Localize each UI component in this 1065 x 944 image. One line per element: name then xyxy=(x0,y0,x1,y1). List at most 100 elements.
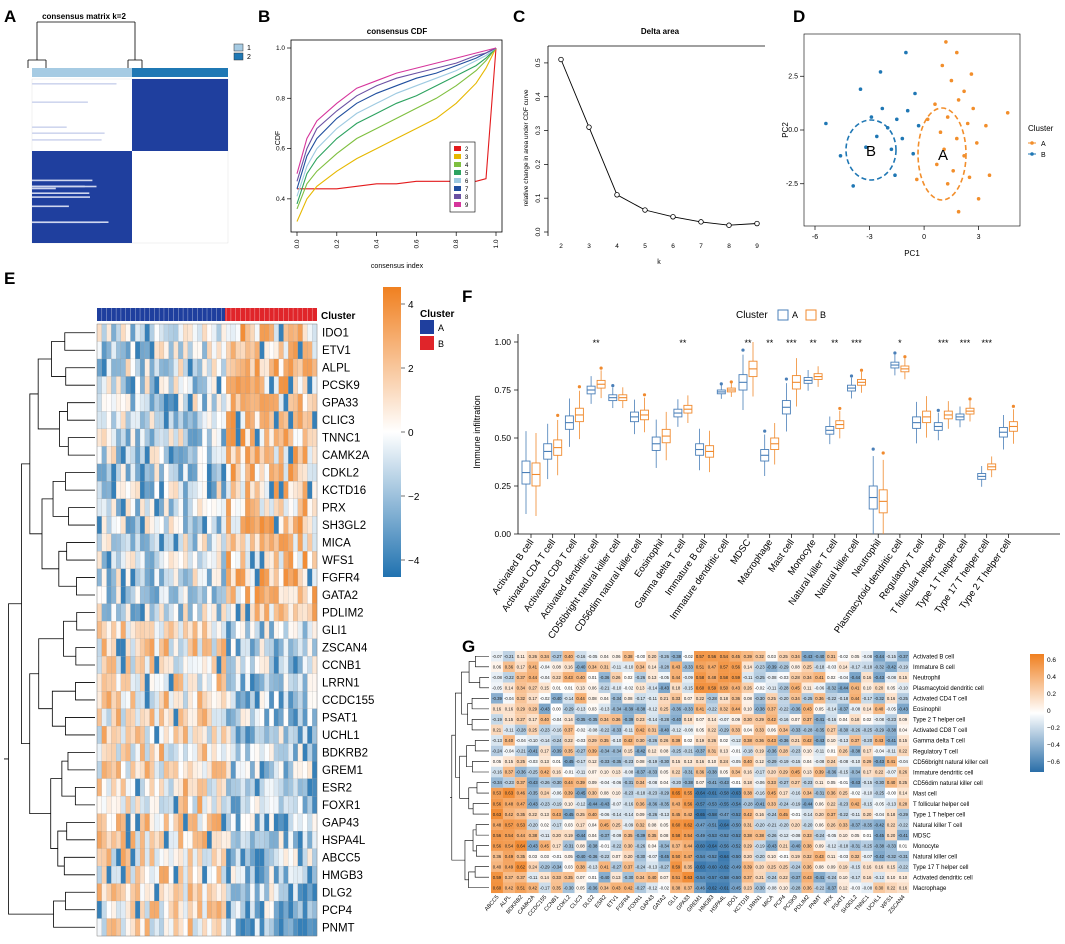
panel-g-cell-value: 0.13 xyxy=(720,749,729,754)
panel-g-cell xyxy=(861,819,874,830)
panel-e-cell xyxy=(307,463,313,482)
panel-g-row-label: Mast cell xyxy=(913,791,937,797)
panel-b-legend-frame xyxy=(449,141,476,213)
panel-g-cell-value: -0.23 xyxy=(791,749,801,754)
panel-e-cell xyxy=(187,568,193,587)
panel-g-cell-value: -0.37 xyxy=(695,749,705,754)
panel-g-cell xyxy=(538,798,551,809)
panel-e-cell xyxy=(202,481,208,499)
panel-g-cell xyxy=(491,703,503,715)
panel-g-cell xyxy=(825,766,838,778)
panel-e-cell xyxy=(312,796,318,814)
panel-e-cell xyxy=(221,481,227,499)
panel-g-cell-value: 0.40 xyxy=(588,812,597,817)
panel-g-cell xyxy=(670,745,683,757)
panel-e-cell xyxy=(197,761,203,779)
panel-e-cell xyxy=(111,691,117,709)
panel-e-cell xyxy=(302,446,308,465)
panel-e-gene-label: CAMK2A xyxy=(322,450,370,462)
panel-g-cell xyxy=(705,840,718,851)
panel-g-cell xyxy=(789,672,802,683)
panel-g-cell-value: -0.41 xyxy=(898,833,908,838)
panel-g-cell xyxy=(801,735,814,746)
panel-e-cell xyxy=(173,446,179,465)
panel-e-cell xyxy=(278,376,284,395)
panel-g-cell xyxy=(646,766,659,778)
panel-g-cell xyxy=(825,735,838,746)
panel-e-cell xyxy=(125,708,131,727)
panel-g-cell-value: -0.41 xyxy=(707,780,717,785)
panel-e-cell xyxy=(163,463,169,482)
panel-e-cell xyxy=(159,463,165,482)
panel-g-cell xyxy=(694,756,707,767)
panel-a-noise-line xyxy=(32,221,101,224)
panel-e-cell xyxy=(130,358,136,377)
panel-g-cell xyxy=(670,819,683,830)
panel-e-cell xyxy=(197,778,203,797)
panel-e-cell xyxy=(273,638,279,657)
panel-g-cell-value: -0.23 xyxy=(540,728,550,733)
panel-e-cell xyxy=(159,761,165,779)
panel-e-cell xyxy=(211,516,217,534)
panel-g-cell xyxy=(897,724,910,736)
panel-e-gene-label: SH3GL2 xyxy=(322,520,366,532)
panel-e-cell xyxy=(130,376,136,395)
panel-g-cell xyxy=(682,703,695,715)
panel-e-cell xyxy=(302,638,308,657)
panel-g-cell xyxy=(646,682,659,694)
panel-g-cell-value: 0.32 xyxy=(636,822,645,827)
panel-g-cell-value: 0.05 xyxy=(564,854,573,859)
panel-e-cell xyxy=(168,656,174,674)
panel-g-cell-value: 0.07 xyxy=(791,717,800,722)
panel-e-cell xyxy=(307,900,313,919)
panel-f-significance: ** xyxy=(810,338,818,348)
panel-g-cell-value: 0.63 xyxy=(505,791,514,796)
panel-g-cell xyxy=(717,850,730,862)
panel-g-cell-value: 0.40 xyxy=(541,717,550,722)
panel-g-cell-value: 0.36 xyxy=(803,885,812,890)
panel-e-cell xyxy=(163,796,169,814)
panel-a-consensus-matrix: consensus matrix k=2 1 2 xyxy=(27,12,251,244)
panel-e-cell xyxy=(163,883,169,902)
panel-e-cell xyxy=(221,586,227,604)
panel-g-cell-value: -0.12 xyxy=(826,843,836,848)
panel-g-cell-value: -0.08 xyxy=(767,885,777,890)
panel-e-cell xyxy=(125,586,131,604)
panel-g-cell-value: -0.02 xyxy=(540,696,550,701)
panel-g-cell xyxy=(598,787,611,799)
panel-e-cell xyxy=(178,708,184,727)
panel-g-cell xyxy=(586,829,599,841)
panel-e-cell xyxy=(297,446,303,465)
panel-e-cell xyxy=(154,341,160,360)
panel-e-cell xyxy=(259,900,265,919)
panel-e-cell xyxy=(149,323,155,342)
panel-e-cell xyxy=(111,376,117,395)
panel-g-cell-value: 0.22 xyxy=(708,728,717,733)
panel-g-cell-value: 0.10 xyxy=(708,759,717,764)
panel-b-legend-label: 6 xyxy=(465,179,469,185)
panel-g-cell-value: 0.04 xyxy=(660,780,669,785)
panel-g-cell-value: 0.63 xyxy=(493,812,502,817)
panel-g-cell xyxy=(634,777,647,788)
panel-e-cell xyxy=(264,341,270,360)
panel-g-cell xyxy=(694,766,707,778)
panel-e-cell xyxy=(269,533,275,552)
panel-g-cell-value: 0.34 xyxy=(803,675,812,680)
panel-e-cell xyxy=(240,761,246,779)
panel-e-cell xyxy=(178,848,184,867)
panel-e-cell xyxy=(312,656,318,674)
panel-g-cell-value: 0.20 xyxy=(624,854,633,859)
panel-e-cell xyxy=(202,778,208,797)
panel-g-cell xyxy=(861,850,874,862)
panel-e-cell xyxy=(178,533,184,552)
panel-e-cell xyxy=(173,498,179,517)
panel-g-row-label: Immature B cell xyxy=(913,665,955,671)
panel-g-cell-value: -0.17 xyxy=(540,885,550,890)
panel-e-cell xyxy=(120,726,126,744)
panel-g-cell xyxy=(622,808,635,820)
panel-e-cell xyxy=(264,726,270,744)
panel-g-cell-value: 0.04 xyxy=(600,654,609,659)
panel-e-cell xyxy=(307,865,313,884)
panel-e-cell xyxy=(163,393,169,412)
panel-a-noise-line xyxy=(32,83,117,85)
